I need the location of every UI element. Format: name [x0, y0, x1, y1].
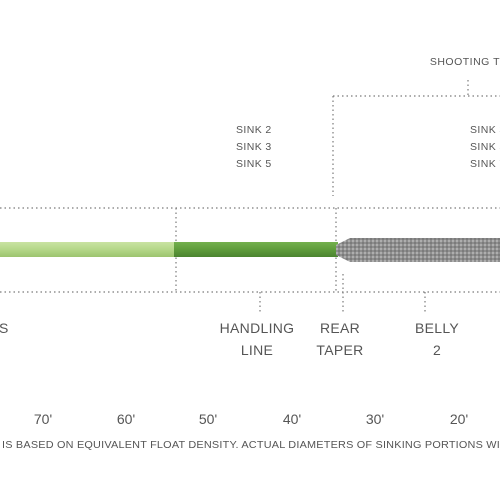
- tick-40: 40': [283, 411, 301, 427]
- tick-20: 20': [450, 411, 468, 427]
- sink-group-left: SINK 2 SINK 3 SINK 5: [236, 124, 272, 170]
- tick-30: 30': [366, 411, 384, 427]
- handling-label-2: LINE: [241, 342, 273, 358]
- sink-right-1: SINK 3: [470, 124, 500, 136]
- rear-taper-label-2: TAPER: [316, 342, 363, 358]
- sink-left-1: SINK 2: [236, 124, 272, 136]
- running-line-label: S: [0, 320, 9, 336]
- sink-left-3: SINK 5: [236, 158, 272, 170]
- rear-taper-label-1: REAR: [320, 320, 360, 336]
- handling-line-segment: [174, 242, 338, 257]
- shooting-taper-label: SHOOTING T: [430, 56, 500, 68]
- fly-line: [0, 238, 500, 262]
- sink-right-3: SINK 7: [470, 158, 500, 170]
- belly-label-1: BELLY: [415, 320, 459, 336]
- footnote: IS BASED ON EQUIVALENT FLOAT DENSITY. AC…: [2, 439, 500, 451]
- tick-60: 60': [117, 411, 135, 427]
- tick-70: 70': [34, 411, 52, 427]
- sink-group-right: SINK 3 SINK 5 SINK 7: [470, 124, 500, 170]
- handling-label-1: HANDLING: [220, 320, 295, 336]
- tick-50: 50': [199, 411, 217, 427]
- dotted-guides: [0, 80, 500, 312]
- sinking-head-segment: [336, 238, 500, 262]
- sink-left-2: SINK 3: [236, 141, 272, 153]
- sink-right-2: SINK 5: [470, 141, 500, 153]
- section-labels: S HANDLING LINE REAR TAPER BELLY 2: [0, 320, 459, 358]
- running-line-segment: [0, 242, 180, 257]
- belly-label-2: 2: [433, 342, 441, 358]
- distance-scale: 70' 60' 50' 40' 30' 20': [34, 411, 468, 427]
